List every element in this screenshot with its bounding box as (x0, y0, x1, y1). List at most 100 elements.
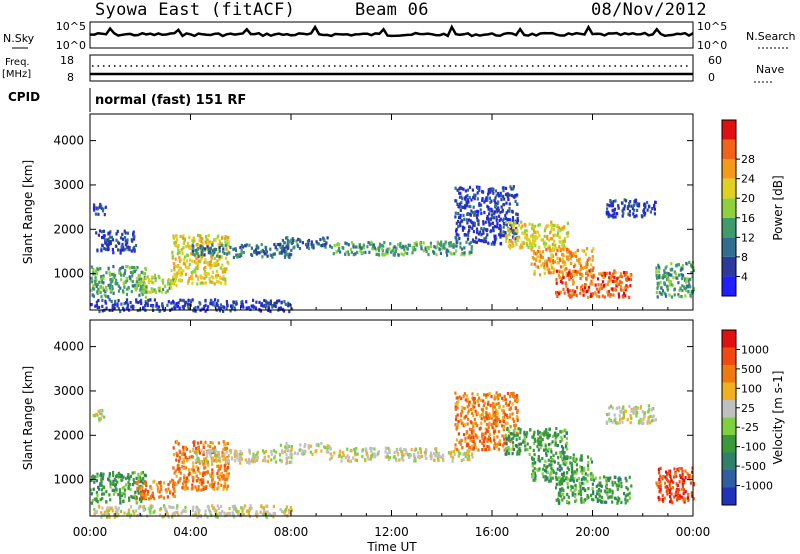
data-cell (415, 241, 418, 245)
data-cell (373, 452, 376, 456)
data-cell (586, 273, 590, 277)
data-cell (187, 265, 190, 269)
data-cell (227, 261, 230, 266)
data-cell (457, 233, 460, 237)
data-cell (574, 487, 577, 491)
x-tick-label: 00:00 (73, 525, 108, 539)
data-cell (350, 241, 354, 245)
data-cell (242, 250, 245, 255)
data-cell (113, 515, 116, 519)
data-cell (216, 454, 219, 458)
data-cell (187, 244, 190, 248)
data-cell (551, 246, 554, 250)
data-cell (534, 230, 538, 234)
data-cell (656, 276, 659, 280)
data-cell (633, 208, 636, 212)
data-cell (539, 273, 542, 277)
data-cell (155, 483, 159, 487)
data-cell (166, 282, 170, 286)
data-cell (621, 214, 624, 218)
data-cell (494, 421, 497, 426)
data-cell (490, 395, 493, 399)
data-cell (235, 510, 238, 514)
data-cell (591, 269, 594, 273)
data-cell (481, 448, 484, 452)
data-cell (553, 260, 557, 264)
data-cell (498, 405, 501, 409)
data-cell (208, 508, 211, 512)
data-cell (571, 289, 574, 293)
data-cell (553, 460, 556, 464)
data-cell (543, 464, 546, 468)
data-cell (278, 306, 281, 310)
data-cell (198, 508, 201, 513)
data-cell (211, 456, 214, 460)
data-cell (127, 473, 130, 477)
data-cell (626, 487, 629, 491)
data-cell (408, 243, 412, 247)
data-cell (489, 222, 492, 227)
data-cell (197, 488, 200, 492)
data-cell (457, 225, 460, 229)
data-cell (509, 185, 512, 189)
colorbar-frame (721, 329, 737, 506)
data-cell (570, 272, 573, 276)
data-cell (331, 454, 334, 458)
data-cell (502, 217, 505, 221)
data-cell (638, 419, 641, 423)
data-cell (202, 478, 205, 482)
data-cell (192, 513, 195, 517)
data-cell (598, 295, 601, 299)
data-cell (532, 229, 536, 233)
data-cell (567, 468, 571, 472)
data-cell (287, 455, 290, 460)
data-cell (468, 204, 471, 208)
data-cell (466, 417, 470, 421)
data-cell (287, 303, 290, 307)
data-cell (554, 443, 557, 447)
data-cell (132, 478, 135, 482)
data-cell (266, 510, 269, 514)
data-cell (628, 202, 631, 206)
data-cell (659, 474, 662, 478)
data-cell (224, 484, 227, 488)
data-cell (422, 241, 425, 245)
data-cell (462, 433, 466, 437)
data-cell (611, 420, 614, 424)
data-cell (123, 285, 126, 289)
data-cell (176, 271, 179, 275)
data-cell (127, 508, 130, 512)
data-cell (229, 245, 232, 249)
data-cell (93, 512, 96, 516)
data-cell (673, 467, 676, 471)
data-cell (477, 186, 480, 190)
data-cell (135, 277, 138, 281)
data-cell (658, 471, 661, 475)
data-cell (512, 224, 516, 228)
data-cell (615, 483, 618, 487)
data-cell (250, 246, 253, 250)
data-cell (535, 264, 538, 269)
data-cell (288, 240, 291, 244)
data-cell (518, 235, 521, 239)
data-cell (652, 407, 655, 411)
data-cell (217, 485, 220, 489)
data-cell (217, 234, 220, 238)
data-cell (462, 213, 465, 217)
data-cell (669, 283, 672, 287)
data-cell (579, 276, 582, 280)
data-cell (591, 486, 594, 491)
data-cell (679, 268, 682, 272)
data-cell (223, 475, 226, 479)
data-cell (183, 466, 186, 470)
data-cell (127, 511, 130, 515)
data-cell (559, 247, 562, 251)
data-cell (245, 243, 248, 247)
data-cell (175, 506, 178, 510)
colorbar-tick-label: -1000 (741, 480, 773, 493)
data-cell (273, 456, 276, 460)
data-cell (383, 253, 386, 257)
data-cell (124, 488, 127, 492)
data-cell (177, 248, 180, 253)
data-cell (622, 271, 626, 275)
